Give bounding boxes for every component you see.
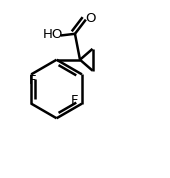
Text: F: F [29,74,37,87]
Text: F: F [71,94,78,107]
Text: HO: HO [43,28,63,41]
Text: O: O [85,12,95,25]
